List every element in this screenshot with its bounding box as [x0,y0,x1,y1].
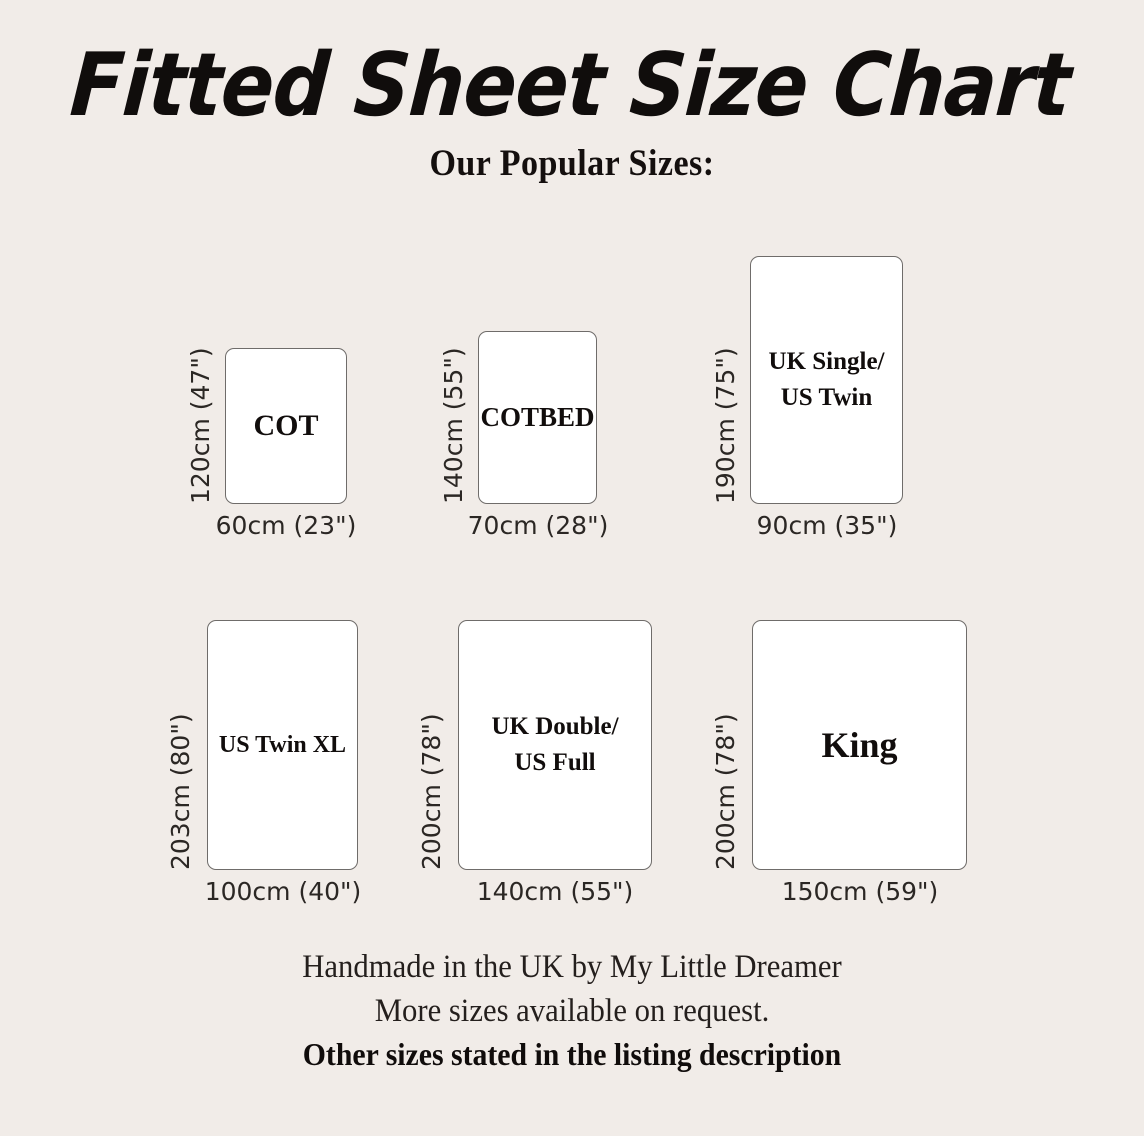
footer-line-other-sizes: Other sizes stated in the listing descri… [302,1036,842,1073]
chart-header: Fitted Sheet Size Chart Our Popular Size… [0,0,1144,185]
size-label-line1: US Twin XL [218,731,347,758]
footer-line-more-sizes: More sizes available on request. [374,992,770,1029]
size-row-bottom: US Twin XL 203cm (80") 100cm (40") UK Do… [0,596,1144,906]
height-label-cotbed: 140cm (55") [439,347,468,504]
width-label-king: 150cm (59") [781,877,939,906]
size-label-line1: UK Double/ [491,712,619,740]
size-cell-cot: COT 120cm (47") 60cm (23") [186,230,356,540]
size-label-line1: King [821,724,898,765]
size-box-label-uk-double-us-full: UK Double/ US Full [487,709,622,782]
size-row-top: COT 120cm (47") 60cm (23") COTBED 140cm … [0,230,1144,540]
size-cell-king: King 200cm (78") 150cm (59") [711,596,967,906]
width-label-cotbed: 70cm (28") [467,511,609,540]
size-label-line2: US Twin [780,384,873,411]
size-box-cot: COT [225,348,347,504]
size-cell-us-twin-xl: US Twin XL 203cm (80") 100cm (40") [166,596,361,906]
size-cell-cotbed: COTBED 140cm (55") 70cm (28") [439,230,608,540]
size-box-us-twin-xl: US Twin XL [207,620,358,870]
height-label-cot: 120cm (47") [186,347,215,504]
page-title: Fitted Sheet Size Chart [67,35,1074,137]
width-label-us-twin-xl: 100cm (40") [204,877,362,906]
size-label-line1: COTBED [480,401,595,432]
size-label-line1: UK Single/ [768,347,885,375]
footer-line-handmade: Handmade in the UK by My Little Dreamer [302,949,842,985]
width-label-cot: 60cm (23") [215,511,357,540]
size-box-uk-double-us-full: UK Double/ US Full [458,620,652,870]
size-cell-uk-single-us-twin: UK Single/ US Twin 190cm (75") 90cm (35"… [711,230,903,540]
size-label-line2: US Full [514,749,596,776]
size-box-cotbed: COTBED [478,331,597,504]
height-label-king: 200cm (78") [711,713,740,870]
size-box-king: King [752,620,967,870]
height-label-uk-single-us-twin: 190cm (75") [711,347,740,504]
size-box-label-cot: COT [249,404,322,448]
chart-footer: Handmade in the UK by My Little Dreamer … [0,946,1144,1075]
size-box-label-uk-single-us-twin: UK Single/ US Twin [765,344,889,417]
size-cell-uk-double-us-full: UK Double/ US Full 200cm (78") 140cm (55… [417,596,652,906]
height-label-us-twin-xl: 203cm (80") [166,713,195,870]
size-label-line1: COT [253,409,319,443]
width-label-uk-single-us-twin: 90cm (35") [756,511,898,540]
size-box-label-us-twin-xl: US Twin XL [215,728,350,763]
size-box-uk-single-us-twin: UK Single/ US Twin [750,256,903,504]
size-box-label-king: King [817,719,901,771]
width-label-uk-double-us-full: 140cm (55") [476,877,634,906]
size-box-label-cotbed: COTBED [476,398,598,437]
height-label-uk-double-us-full: 200cm (78") [417,713,446,870]
page-subtitle: Our Popular Sizes: [429,143,715,184]
